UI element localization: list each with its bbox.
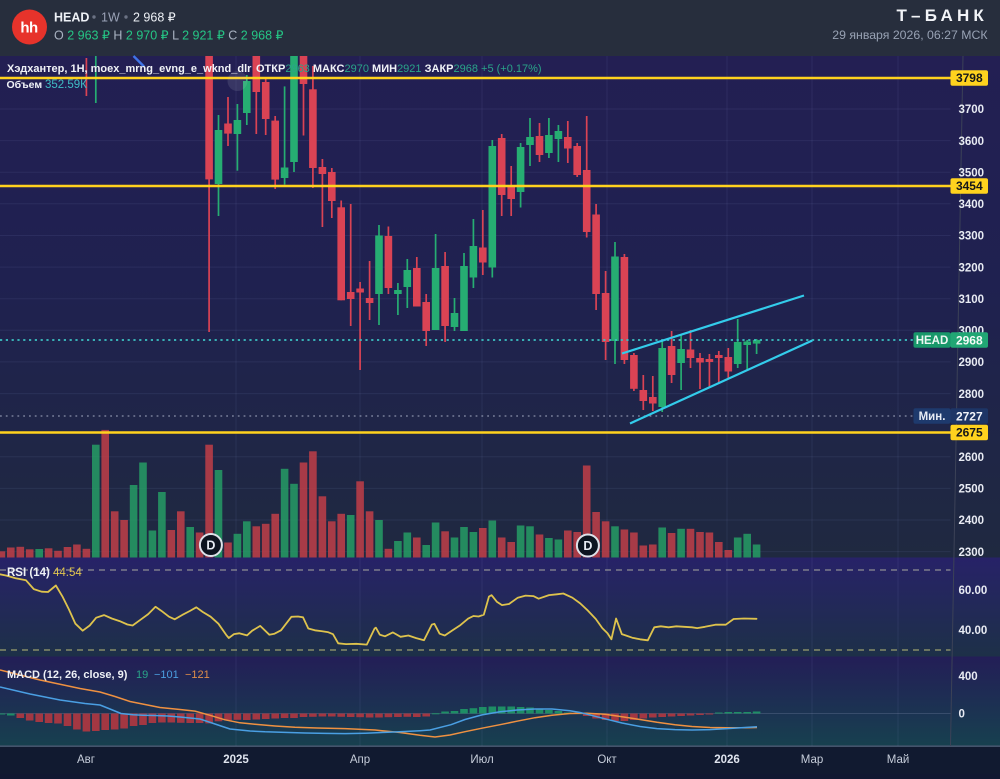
svg-text:2968: 2968: [956, 333, 983, 347]
svg-text:2400: 2400: [959, 515, 985, 527]
svg-text:Объем: Объем: [7, 79, 43, 91]
svg-text:44.54: 44.54: [53, 567, 82, 579]
svg-text:3500: 3500: [959, 167, 985, 179]
svg-text:MACD (12, 26, close, 9): MACD (12, 26, close, 9): [7, 669, 128, 681]
svg-text:О 2 963 ₽ Н 2 970 ₽ L 2 921: О 2 963 ₽ Н 2 970 ₽ L 2 921 ₽ С 2 968 ₽: [54, 29, 284, 43]
svg-text:Хэдхантер, 1Н, moex_mrng_evng_: Хэдхантер, 1Н, moex_mrng_evng_e_wknd_dlr: [7, 63, 252, 75]
svg-text:1W: 1W: [101, 11, 120, 25]
svg-text:HEAD: HEAD: [54, 11, 89, 25]
svg-text:2026: 2026: [714, 754, 740, 766]
svg-text:3100: 3100: [959, 294, 985, 306]
svg-text:D: D: [583, 539, 592, 553]
svg-text:2500: 2500: [959, 484, 985, 496]
svg-text:Авг: Авг: [77, 754, 95, 766]
svg-text:HEAD: HEAD: [916, 335, 949, 347]
svg-text:0: 0: [959, 709, 965, 721]
svg-text:3700: 3700: [959, 104, 985, 116]
svg-text:2727: 2727: [956, 409, 983, 423]
svg-text:ОТКР2963 МАКС2970 МИН2921 ЗАКР: ОТКР2963 МАКС2970 МИН2921 ЗАКР2968 +5 (+…: [256, 63, 542, 75]
svg-text:D: D: [206, 538, 215, 552]
svg-text:−101: −101: [154, 669, 179, 681]
svg-text:2900: 2900: [959, 357, 985, 369]
svg-text:Т–БАНК: Т–БАНК: [896, 6, 988, 25]
svg-text:352.59К: 352.59К: [45, 79, 87, 91]
svg-text:Июл: Июл: [470, 754, 493, 766]
svg-text:hh: hh: [20, 20, 38, 37]
svg-text:3200: 3200: [959, 262, 985, 274]
svg-text:RSI (14): RSI (14): [7, 567, 50, 579]
svg-text:3400: 3400: [959, 199, 985, 211]
svg-text:−121: −121: [185, 669, 210, 681]
svg-text:40.00: 40.00: [959, 625, 988, 637]
svg-text:19: 19: [136, 669, 148, 681]
svg-text:400: 400: [959, 671, 978, 683]
svg-text:29 января 2026, 06:27 МСК: 29 января 2026, 06:27 МСК: [832, 28, 988, 42]
svg-text:2300: 2300: [959, 547, 985, 559]
svg-text:2 968 ₽: 2 968 ₽: [133, 11, 176, 25]
svg-text:3798: 3798: [956, 71, 983, 85]
svg-text:2600: 2600: [959, 452, 985, 464]
svg-text:60.00: 60.00: [959, 585, 988, 597]
svg-text:2800: 2800: [959, 389, 985, 401]
svg-text:2025: 2025: [223, 754, 249, 766]
svg-text:3600: 3600: [959, 136, 985, 148]
svg-text:3300: 3300: [959, 231, 985, 243]
svg-text:3454: 3454: [956, 179, 983, 193]
svg-text:Май: Май: [887, 754, 910, 766]
svg-text:2675: 2675: [956, 426, 983, 440]
svg-text:Мин.: Мин.: [919, 411, 946, 423]
svg-text:Мар: Мар: [801, 754, 824, 766]
svg-text:Апр: Апр: [350, 754, 370, 766]
svg-text:Окт: Окт: [597, 754, 617, 766]
